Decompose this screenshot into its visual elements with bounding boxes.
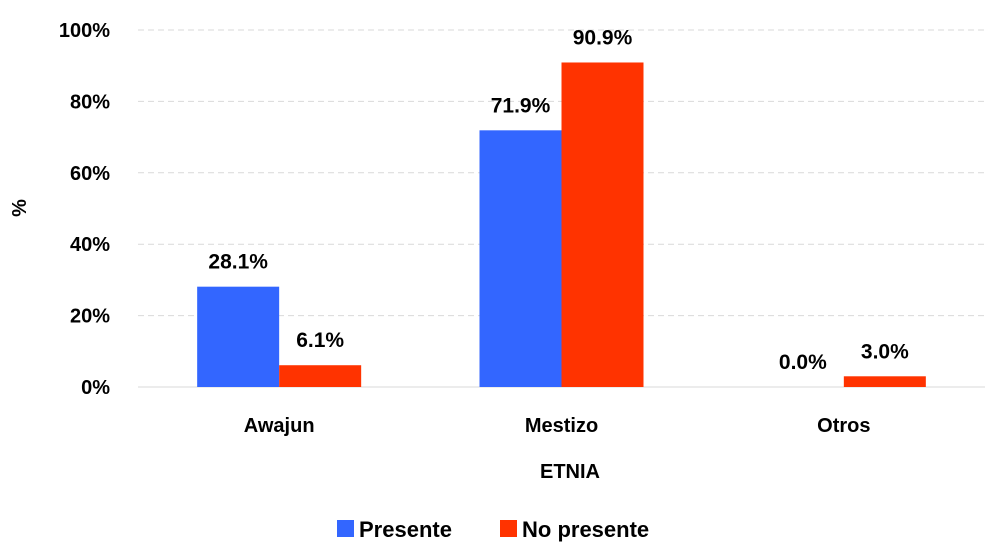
bar-no-presente-mestizo [561, 62, 644, 387]
bar-no-presente-awajun [279, 365, 362, 387]
data-label: 28.1% [208, 251, 268, 274]
legend-label: Presente [359, 517, 452, 542]
y-tick-label: 40% [70, 234, 110, 256]
bar-presente-mestizo [479, 130, 562, 387]
legend: Presente No presente [337, 517, 649, 542]
data-label: 3.0% [861, 340, 909, 363]
data-label: 0.0% [779, 351, 827, 374]
y-axis-ticks: 0% 20% 40% 60% 80% 100% [59, 20, 110, 399]
legend-swatch [500, 520, 517, 537]
x-axis-title: ETNIA [540, 461, 600, 483]
bar-presente-awajun [197, 286, 280, 387]
y-tick-label: 0% [81, 377, 110, 399]
y-tick-label: 20% [70, 306, 110, 328]
y-tick-label: 100% [59, 20, 110, 42]
x-tick-label: Otros [817, 415, 870, 437]
data-label: 71.9% [491, 94, 551, 117]
bar-no-presente-otros [843, 376, 926, 387]
x-tick-label: Mestizo [525, 415, 598, 437]
x-axis-categories: Awajun Mestizo Otros [244, 415, 871, 437]
y-tick-label: 60% [70, 163, 110, 185]
bars [197, 62, 926, 387]
y-tick-label: 80% [70, 91, 110, 113]
legend-swatch [337, 520, 354, 537]
y-axis-title: % [9, 199, 31, 217]
x-tick-label: Awajun [244, 415, 315, 437]
data-labels: 28.1% 6.1% 71.9% 90.9% 0.0% 3.0% [208, 26, 909, 374]
data-label: 90.9% [573, 26, 633, 49]
legend-label: No presente [522, 517, 649, 542]
data-label: 6.1% [296, 329, 344, 352]
